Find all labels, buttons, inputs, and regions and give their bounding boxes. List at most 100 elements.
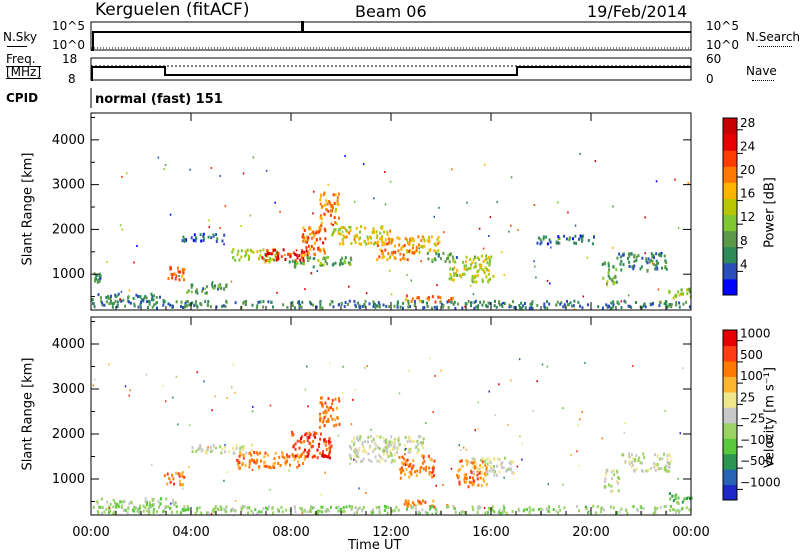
power-cell [620,268,623,272]
power-cell [190,236,193,240]
power-noise-cell [651,262,654,265]
power-cell [186,291,189,294]
velocity-cell [413,503,416,507]
power-cell [301,262,304,266]
velocity-cell [385,445,388,449]
velocity-cell [316,456,319,460]
power-cell [339,258,342,262]
power-cell [282,303,285,307]
power-cell [627,257,629,261]
velocity-heatmap-cells [92,357,693,517]
power-cell [111,302,114,306]
velocity-cell [147,508,149,512]
power-cell [110,294,112,298]
power-noise-cell [230,280,233,283]
velocity-cell [453,507,456,511]
power-cell [310,231,313,235]
power-cell [412,243,415,247]
power-cell [654,267,657,271]
velocity-cell [409,504,412,508]
power-cell [277,257,280,261]
velocity-cell [612,506,615,510]
velocity-cell [319,401,322,405]
power-noise-cell [316,270,319,272]
velocity-cell [393,452,396,456]
velocity-cell [378,447,381,451]
velocity-cell [260,459,262,463]
velocity-cell [378,507,381,511]
power-cell [389,238,392,242]
power-cell [421,300,424,304]
power-cell [266,259,269,262]
power-cell [663,302,666,306]
power-noise-cell [312,257,315,260]
velocity-cell [505,468,508,472]
velocity-cell [322,450,324,454]
power-cell [548,302,551,306]
power-cell [656,267,659,271]
velocity-noise-cell [431,512,433,515]
power-cell [427,296,430,300]
power-cell [296,261,299,265]
power-cell [465,255,468,259]
power-colorbar-tick-label: 20 [740,163,755,177]
power-colorbar-segment [723,246,737,264]
velocity-cell [432,469,435,473]
power-cell [236,252,239,256]
power-colorbar-frame [722,117,738,296]
power-noise-cell [384,171,386,173]
velocity-colorbar-tick-label: 1000 [740,327,771,341]
power-cell [612,265,615,269]
power-cell [689,290,692,294]
velocity-cell [669,497,672,501]
velocity-cell [264,451,267,455]
velocity-cell [138,510,141,514]
velocity-cell [225,510,228,514]
power-cell [333,228,336,232]
velocity-cell [358,506,361,510]
power-cell [420,245,423,248]
velocity-cell [600,510,603,514]
velocity-cell [489,464,492,468]
velocity-cell [328,456,331,460]
power-noise-cell [502,301,504,304]
velocity-cell [291,433,294,437]
power-cell [312,235,315,239]
power-cell [232,247,235,251]
power-cell [410,299,413,303]
power-cell [373,242,375,246]
power-cell [375,304,378,308]
velocity-cell [528,511,531,514]
velocity-cell [286,453,288,457]
power-cell [635,258,638,262]
power-cell [301,249,304,253]
x-axis-label: Time UT [348,538,402,553]
power-noise-cell [594,160,597,163]
power-cell [431,260,434,263]
velocity-cell [476,477,479,481]
velocity-cell [195,449,198,453]
velocity-cell [387,506,390,510]
velocity-cell [663,452,665,456]
power-cell [96,280,99,284]
power-cell [431,295,434,299]
power-cell [473,306,476,310]
velocity-noise-cell [432,411,434,414]
velocity-cell [620,507,623,511]
velocity-noise-cell [129,389,131,392]
power-cell [288,260,291,264]
power-cell [303,229,306,232]
velocity-noise-cell [234,391,236,394]
velocity-cell [253,450,256,454]
power-cell [264,258,267,262]
power-cell [317,230,320,234]
velocity-cell [421,441,424,445]
power-cell [156,306,158,310]
power-cell [433,249,436,253]
power-cell [162,303,165,307]
power-cell [628,264,631,268]
velocity-cell [207,511,210,515]
velocity-ytick-label: 1000 [52,472,85,487]
power-cell [99,296,102,300]
velocity-cell [248,451,251,455]
